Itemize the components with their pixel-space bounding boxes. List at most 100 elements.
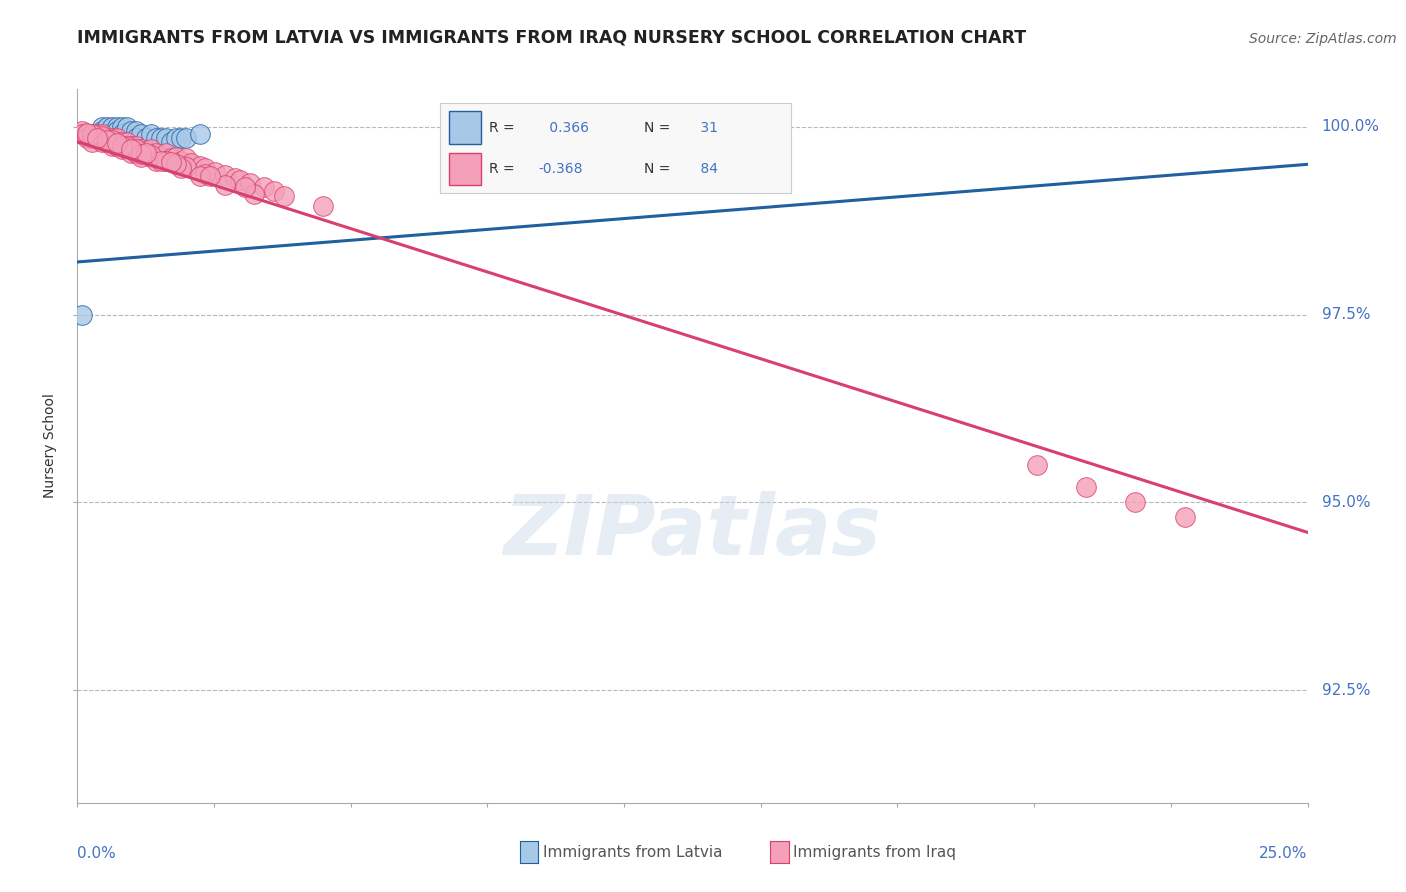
Point <box>160 151 183 165</box>
Point <box>150 150 173 164</box>
Point <box>86 131 108 145</box>
Point <box>155 153 177 168</box>
Point <box>82 131 104 145</box>
Point <box>101 138 124 153</box>
Point <box>111 142 132 156</box>
Point <box>1026 458 1049 472</box>
Point <box>101 133 124 147</box>
Point <box>111 128 132 142</box>
Text: IMMIGRANTS FROM LATVIA VS IMMIGRANTS FROM IRAQ NURSERY SCHOOL CORRELATION CHART: IMMIGRANTS FROM LATVIA VS IMMIGRANTS FRO… <box>77 29 1026 46</box>
Point <box>82 135 104 149</box>
Point <box>121 146 143 161</box>
Point <box>129 142 153 156</box>
Point <box>96 133 118 147</box>
Point <box>76 131 98 145</box>
Point <box>121 138 143 153</box>
Point <box>125 146 148 161</box>
Point <box>150 131 173 145</box>
Point <box>76 128 98 142</box>
Text: 97.5%: 97.5% <box>1322 307 1369 322</box>
Text: 25.0%: 25.0% <box>1260 846 1308 861</box>
Point <box>121 142 143 156</box>
Point <box>111 120 132 134</box>
Point <box>194 167 217 181</box>
Point <box>165 131 187 145</box>
Point <box>145 146 167 161</box>
Text: 95.0%: 95.0% <box>1322 495 1369 510</box>
Y-axis label: Nursery School: Nursery School <box>44 393 58 499</box>
Point <box>90 128 114 142</box>
Point <box>70 308 93 322</box>
Text: ZIPatlas: ZIPatlas <box>503 491 882 572</box>
Point <box>115 120 138 134</box>
Point <box>194 161 217 175</box>
Point <box>150 153 173 168</box>
Point <box>141 142 163 156</box>
Point <box>70 123 93 137</box>
Point <box>96 120 118 134</box>
Point <box>253 179 276 194</box>
Point <box>170 153 193 168</box>
Point <box>105 131 128 145</box>
Point <box>239 176 262 190</box>
Point <box>141 150 163 164</box>
Text: Immigrants from Iraq: Immigrants from Iraq <box>793 846 956 860</box>
Point <box>129 146 153 161</box>
Point <box>155 131 177 145</box>
Point <box>1125 495 1147 509</box>
Point <box>96 128 118 142</box>
Point <box>121 135 143 149</box>
Point <box>125 138 148 153</box>
Point <box>188 159 212 173</box>
Point <box>105 138 128 153</box>
Point <box>101 120 124 134</box>
Point <box>111 139 132 153</box>
Point <box>165 150 187 164</box>
Point <box>90 135 114 149</box>
Point <box>82 128 104 142</box>
Point <box>86 128 108 143</box>
Point <box>1174 510 1197 524</box>
Point <box>90 120 114 134</box>
Point <box>86 131 108 145</box>
Point <box>228 173 252 187</box>
Point <box>82 128 104 142</box>
Point <box>155 146 177 161</box>
Point <box>125 131 148 145</box>
Point <box>263 184 285 198</box>
Point <box>115 131 138 145</box>
Point <box>145 153 167 168</box>
Point <box>90 123 114 137</box>
Point <box>180 156 202 170</box>
Point <box>105 120 128 134</box>
Text: 92.5%: 92.5% <box>1322 682 1369 698</box>
Point <box>101 131 124 145</box>
Point <box>145 131 167 145</box>
Point <box>188 169 212 183</box>
Point <box>200 169 222 183</box>
Point <box>82 131 104 145</box>
Point <box>135 144 157 158</box>
Point <box>312 199 335 213</box>
Point <box>188 128 212 142</box>
Point <box>174 161 197 175</box>
Point <box>76 126 98 140</box>
Text: Source: ZipAtlas.com: Source: ZipAtlas.com <box>1249 32 1396 46</box>
Point <box>90 131 114 145</box>
Text: 0.0%: 0.0% <box>77 846 117 861</box>
Point <box>121 123 143 137</box>
Point <box>1076 480 1098 494</box>
Point <box>160 155 183 169</box>
Point <box>165 157 187 171</box>
Point <box>233 179 256 194</box>
Point <box>96 135 118 149</box>
Point <box>70 128 93 142</box>
Point <box>105 123 128 137</box>
Point <box>101 131 124 145</box>
Point <box>135 146 157 161</box>
Point <box>90 128 114 143</box>
Point <box>111 135 132 149</box>
Point <box>115 135 138 149</box>
Point <box>243 187 266 202</box>
Point <box>174 131 197 145</box>
